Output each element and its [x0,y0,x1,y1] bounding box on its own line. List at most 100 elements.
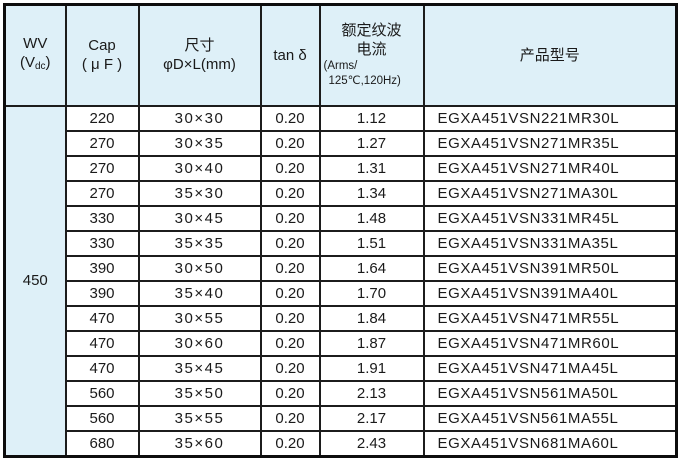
ripple-cell: 1.48 [318,204,425,232]
table-row: 390 35×40 0.20 1.70 EGXA451VSN391MA40L [5,279,678,307]
tand-cell: 0.20 [259,429,321,458]
tand-cell: 0.20 [259,354,321,382]
ripple-cell: 1.87 [318,329,425,357]
tand-cell: 0.20 [259,129,321,157]
tand-cell: 0.20 [259,179,321,207]
col-header-size: 尺寸 φD×L(mm) [137,3,262,107]
table-row: 270 30×35 0.20 1.27 EGXA451VSN271MR35L [5,129,678,157]
tand-cell: 0.20 [259,154,321,182]
cap-cell: 470 [64,304,140,332]
model-cell: EGXA451VSN561MA55L [422,404,678,432]
tand-cell: 0.20 [259,404,321,432]
cap-cell: 680 [64,429,140,458]
cap-cell: 390 [64,254,140,282]
model-cell: EGXA451VSN271MR35L [422,129,678,157]
size-cell: 35×40 [137,279,262,307]
size-cell: 35×50 [137,379,262,407]
table-header: WV (Vdc) Cap ( μ F ) 尺寸 φD×L(mm) tan δ 额… [3,3,678,107]
table-row: 560 35×55 0.20 2.17 EGXA451VSN561MA55L [5,404,678,432]
ripple-cell: 1.27 [318,129,425,157]
size-header-title: 尺寸 [184,37,215,55]
model-cell: EGXA451VSN471MA45L [422,354,678,382]
model-cell: EGXA451VSN471MR55L [422,304,678,332]
wv-header-title: WV [23,35,48,53]
tand-cell: 0.20 [259,104,321,132]
model-cell: EGXA451VSN561MA50L [422,379,678,407]
tand-cell: 0.20 [259,254,321,282]
table-row: 470 30×60 0.20 1.87 EGXA451VSN471MR60L [5,329,678,357]
model-cell: EGXA451VSN391MR50L [422,254,678,282]
size-cell: 30×30 [137,104,262,132]
ripple-header-unit-line1: (Arms/ [323,60,358,73]
tand-cell: 0.20 [259,204,321,232]
size-cell: 30×45 [137,204,262,232]
tand-cell: 0.20 [259,379,321,407]
ripple-header-line1: 额定纹波 [341,22,402,40]
col-header-wv: WV (Vdc) [3,3,67,107]
size-cell: 35×60 [137,429,262,458]
cap-cell: 270 [64,129,140,157]
size-cell: 35×45 [137,354,262,382]
table-row: 390 30×50 0.20 1.64 EGXA451VSN391MR50L [5,254,678,282]
model-cell: EGXA451VSN331MR45L [422,204,678,232]
wv-value-cell: 450 [3,104,67,458]
size-cell: 30×55 [137,304,262,332]
tand-cell: 0.20 [259,304,321,332]
ripple-cell: 1.51 [318,229,425,257]
ripple-cell: 1.70 [318,279,425,307]
cap-cell: 270 [64,154,140,182]
model-cell: EGXA451VSN681MA60L [422,429,678,458]
tand-cell: 0.20 [259,279,321,307]
tand-cell: 0.20 [259,329,321,357]
table-row: 330 30×45 0.20 1.48 EGXA451VSN331MR45L [5,204,678,232]
table-row: 680 35×60 0.20 2.43 EGXA451VSN681MA60L [5,429,678,458]
size-cell: 35×35 [137,229,262,257]
table-body: 450 220 30×30 0.20 1.12 EGXA451VSN221MR3… [3,104,678,458]
col-header-model: 产品型号 [422,3,678,107]
table-row: 450 220 30×30 0.20 1.12 EGXA451VSN221MR3… [3,104,678,458]
col-header-tand: tan δ [259,3,321,107]
cap-cell: 470 [64,329,140,357]
ripple-cell: 1.34 [318,179,425,207]
ripple-header-unit-line2: 125℃,120Hz) [328,75,401,88]
size-cell: 35×55 [137,404,262,432]
ripple-header-line2: 电流 [356,41,387,59]
ripple-cell: 2.17 [318,404,425,432]
model-cell: EGXA451VSN471MR60L [422,329,678,357]
cap-cell: 330 [64,204,140,232]
model-cell: EGXA451VSN221MR30L [422,104,678,132]
wv-header-unit: (Vdc) [19,54,51,73]
model-cell: EGXA451VSN271MR40L [422,154,678,182]
size-header-unit: φD×L(mm) [163,56,236,74]
model-header-title: 产品型号 [519,46,580,64]
ripple-cell: 1.31 [318,154,425,182]
table-row: 470 35×45 0.20 1.91 EGXA451VSN471MA45L [5,354,678,382]
cap-cell: 270 [64,179,140,207]
col-header-cap: Cap ( μ F ) [64,3,140,107]
tand-cell: 0.20 [259,229,321,257]
cap-cell: 560 [64,404,140,432]
ripple-cell: 2.13 [318,379,425,407]
ripple-cell: 1.84 [318,304,425,332]
col-header-ripple: 额定纹波 电流 (Arms/ 125℃,120Hz) [318,3,425,107]
size-cell: 30×60 [137,329,262,357]
table-row: 270 35×30 0.20 1.34 EGXA451VSN271MA30L [5,179,678,207]
cap-cell: 220 [64,104,140,132]
size-cell: 35×30 [137,179,262,207]
cap-cell: 470 [64,354,140,382]
table-row: 270 30×40 0.20 1.31 EGXA451VSN271MR40L [5,154,678,182]
model-cell: EGXA451VSN331MA35L [422,229,678,257]
size-cell: 30×35 [137,129,262,157]
size-cell: 30×50 [137,254,262,282]
cap-header-title: Cap [88,37,116,55]
ripple-cell: 1.64 [318,254,425,282]
cap-cell: 330 [64,229,140,257]
cap-cell: 560 [64,379,140,407]
table-row: 560 35×50 0.20 2.13 EGXA451VSN561MA50L [5,379,678,407]
cap-cell: 390 [64,279,140,307]
cap-header-unit: ( μ F ) [81,56,123,74]
table-row: 330 35×35 0.20 1.51 EGXA451VSN331MA35L [5,229,678,257]
ripple-cell: 1.12 [318,104,425,132]
model-cell: EGXA451VSN271MA30L [422,179,678,207]
